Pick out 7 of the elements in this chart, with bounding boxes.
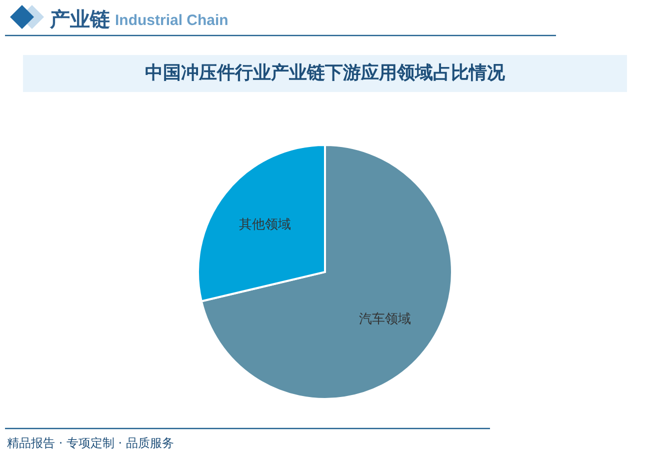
chart-title: 中国冲压件行业产业链下游应用领域占比情况 bbox=[145, 62, 506, 84]
slice-label: 其他领域 bbox=[239, 217, 292, 232]
text: 产业链 bbox=[49, 7, 111, 31]
slice-label: 汽车领域 bbox=[358, 312, 411, 327]
text: Industrial Chain bbox=[115, 12, 228, 29]
pie-slice bbox=[200, 144, 453, 400]
text: 精品报告 · 专项定制 · 品质服务 bbox=[7, 436, 174, 450]
